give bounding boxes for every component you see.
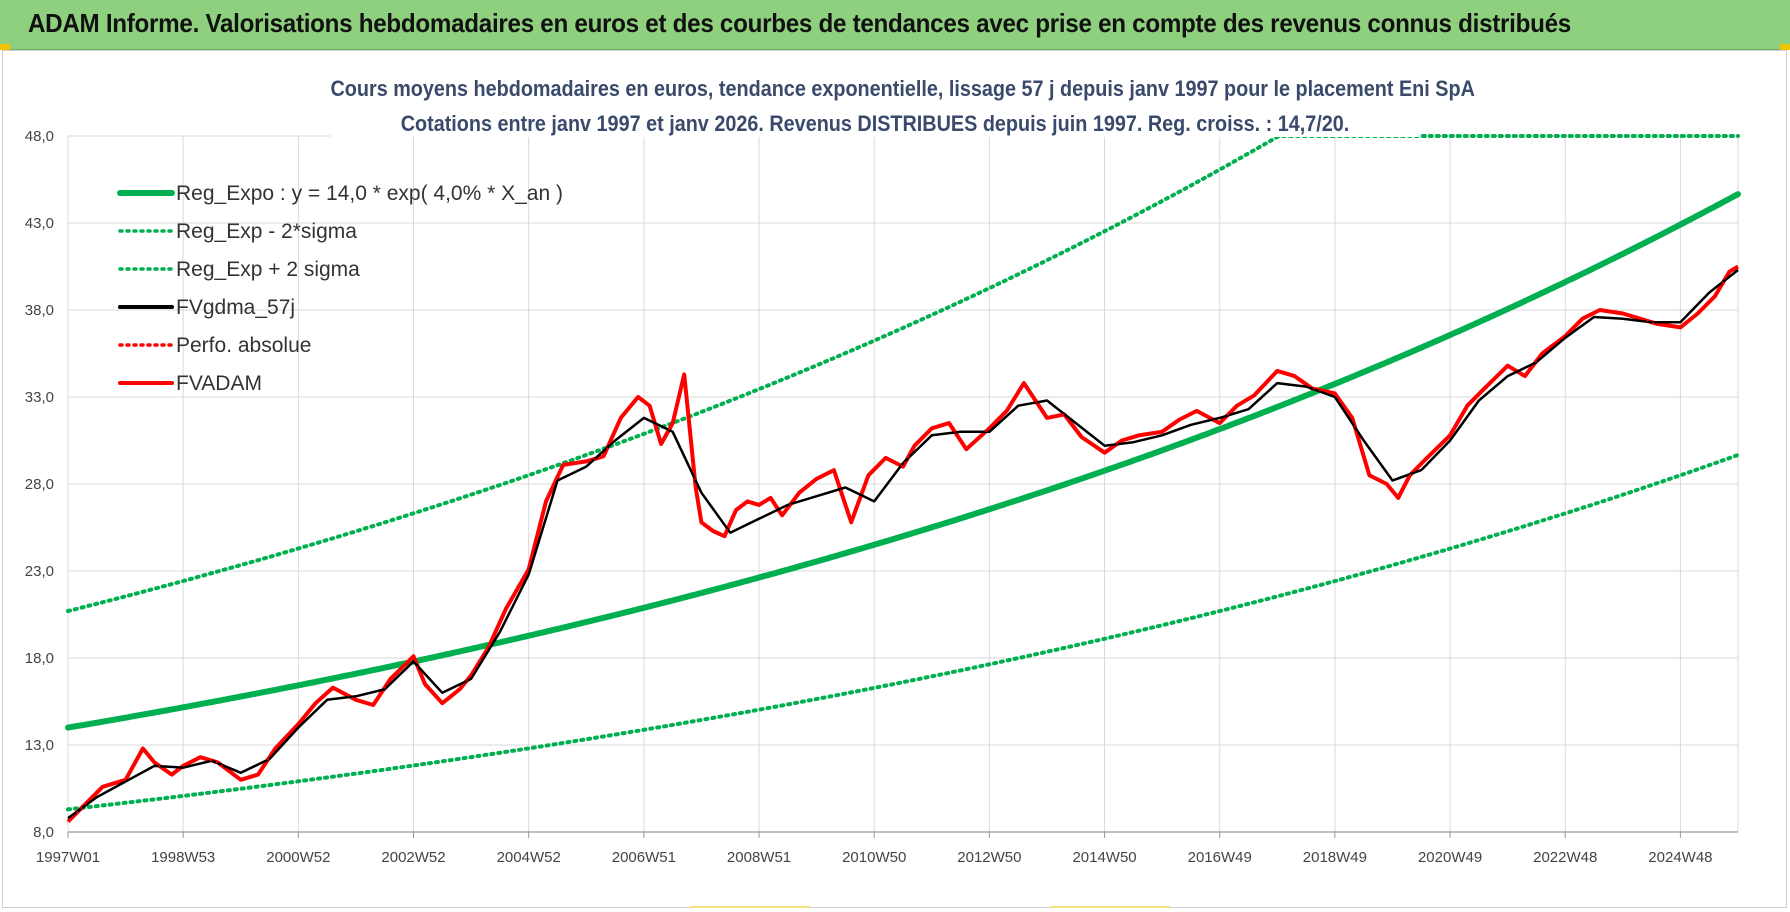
y-tick-label: 13,0	[25, 737, 54, 754]
x-tick-label: 2020W49	[1418, 849, 1482, 866]
legend-label: Perfo. absolue	[176, 334, 311, 357]
corner-marker-left	[0, 44, 10, 50]
corner-marker-right	[1780, 44, 1790, 50]
y-axis-ticks: 48,0 43,0 38,0 33,0 28,0 23,0 18,0 13,0 8,0	[25, 128, 54, 841]
x-tick-label: 2022W48	[1533, 849, 1597, 866]
legend-label: Reg_Expo : y = 14,0 * exp( 4,0% * X_an )	[176, 182, 563, 205]
y-tick-label: 23,0	[25, 563, 54, 580]
series-reg-minus-2sigma	[66, 453, 1740, 812]
bottom-accent-left	[690, 906, 810, 908]
report-banner: ADAM Informe. Valorisations hebdomadaire…	[0, 0, 1790, 50]
series-reg-expo	[65, 191, 1741, 731]
y-tick-label: 38,0	[25, 302, 54, 319]
x-tick-label: 2000W52	[266, 849, 330, 866]
legend-label: Reg_Exp + 2 sigma	[176, 258, 360, 281]
x-tick-label: 1998W53	[151, 849, 215, 866]
x-tick-label: 2002W52	[381, 849, 445, 866]
x-axis-ticks: 1997W01 1998W53 2000W52 2002W52 2004W52 2006W…	[36, 849, 1713, 866]
bottom-accent-right	[1050, 906, 1170, 908]
chart-title-line-1: Cours moyens hebdomadaires en euros, ten…	[330, 76, 1475, 102]
series-layer	[65, 134, 1741, 824]
series-reg-plus-2sigma	[66, 134, 1740, 613]
y-tick-label: 28,0	[25, 476, 54, 493]
y-tick-label: 48,0	[25, 128, 54, 145]
chart-title-line-2: Cotations entre janv 1997 et janv 2026. …	[330, 111, 1420, 137]
x-tick-label: 2008W51	[727, 849, 791, 866]
series-fvgdma-57j	[67, 269, 1739, 820]
series-fvadam	[66, 264, 1740, 824]
y-tick-label: 43,0	[25, 215, 54, 232]
y-tick-label: 33,0	[25, 389, 54, 406]
x-tick-label: 2014W50	[1072, 849, 1136, 866]
y-tick-label: 8,0	[33, 824, 54, 841]
legend-label: FVgdma_57j	[176, 296, 295, 319]
legend: Reg_Expo : y = 14,0 * exp( 4,0% * X_an )…	[117, 182, 563, 395]
x-tick-label: 2012W50	[957, 849, 1021, 866]
report-title: ADAM Informe. Valorisations hebdomadaire…	[28, 8, 1571, 38]
x-tick-label: 2010W50	[842, 849, 906, 866]
legend-label: FVADAM	[176, 372, 262, 395]
x-tick-label: 2018W49	[1303, 849, 1367, 866]
legend-label: Reg_Exp - 2*sigma	[176, 220, 357, 243]
x-tick-label: 2024W48	[1648, 849, 1712, 866]
x-tick-label: 2004W52	[497, 849, 561, 866]
chart-frame	[2, 50, 1787, 908]
x-tick-label: 1997W01	[36, 849, 100, 866]
y-tick-label: 18,0	[25, 650, 54, 667]
grid-lines	[67, 135, 1739, 838]
x-tick-label: 2006W51	[612, 849, 676, 866]
x-tick-label: 2016W49	[1188, 849, 1252, 866]
